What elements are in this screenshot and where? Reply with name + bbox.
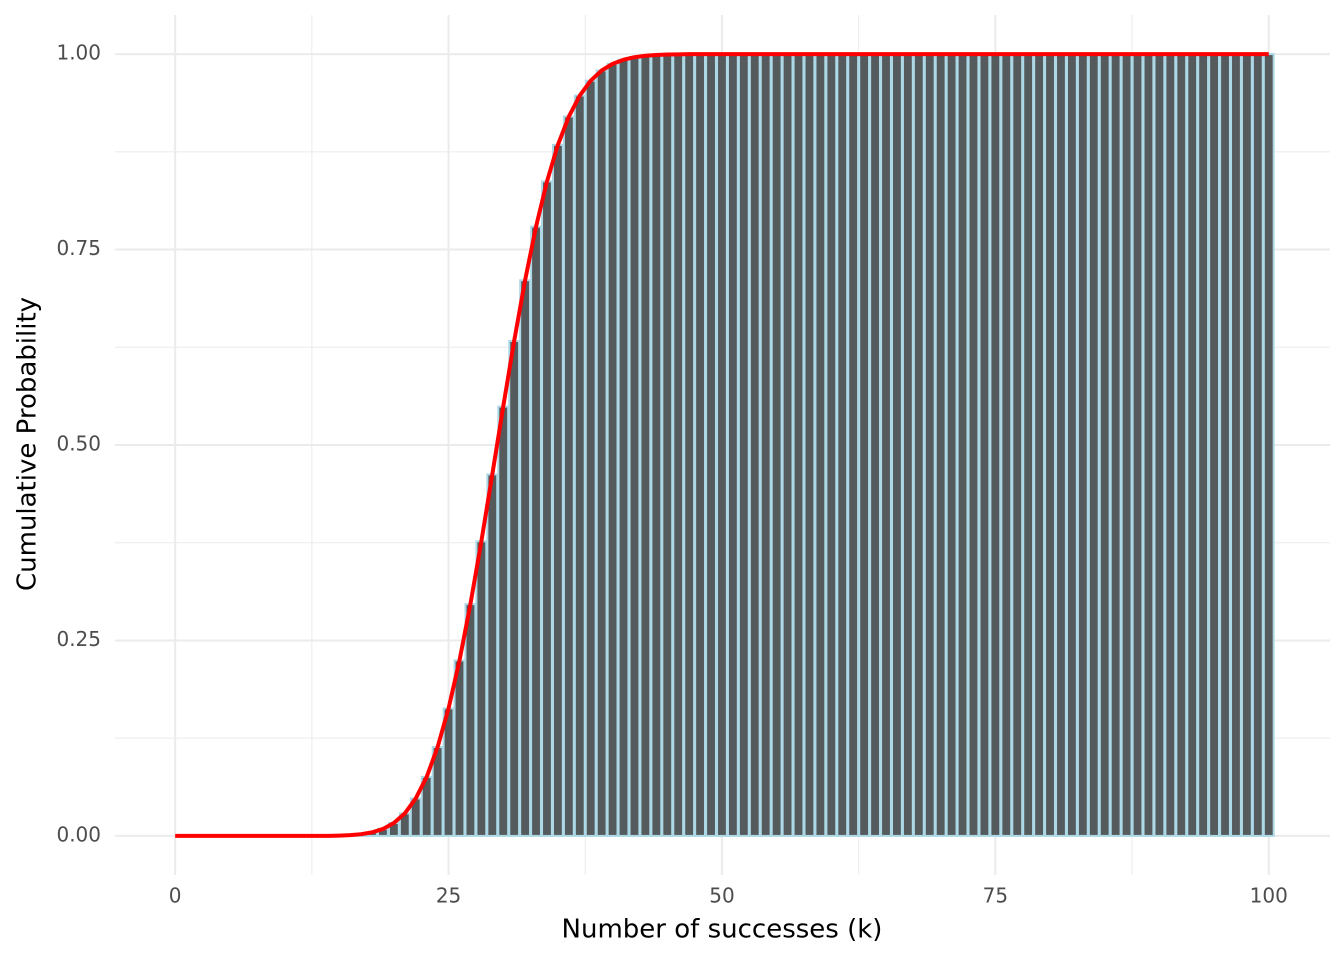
- bar: [814, 53, 827, 837]
- bar: [869, 53, 881, 837]
- bar: [1033, 53, 1046, 837]
- bar: [1240, 53, 1253, 837]
- bar: [748, 53, 761, 837]
- bar: [1230, 53, 1242, 837]
- bar: [1219, 53, 1231, 837]
- x-tick-label: 100: [1250, 884, 1288, 908]
- bar: [595, 69, 608, 837]
- bar: [781, 53, 794, 837]
- bar: [508, 339, 521, 837]
- bar: [497, 405, 510, 837]
- x-tick-label: 0: [169, 884, 182, 908]
- bar: [464, 603, 477, 837]
- bar: [836, 53, 849, 837]
- cdf-line: [175, 52, 1269, 838]
- bar: [1000, 53, 1013, 837]
- bar: [956, 53, 969, 837]
- bar: [847, 53, 860, 837]
- bar: [1208, 53, 1220, 837]
- bar: [934, 53, 947, 837]
- bar: [672, 53, 685, 837]
- bar: [1098, 53, 1111, 837]
- bar: [694, 53, 707, 837]
- bar: [705, 53, 717, 837]
- bar: [858, 53, 871, 837]
- bar: [573, 94, 586, 837]
- bar: [1109, 53, 1122, 837]
- bar: [1076, 53, 1089, 837]
- y-tick-label: 0.50: [56, 432, 101, 456]
- bar: [1197, 53, 1210, 837]
- y-tick-label: 0.75: [56, 236, 101, 260]
- bar: [1164, 53, 1177, 837]
- bar: [945, 53, 958, 837]
- bar: [606, 62, 619, 837]
- bar: [770, 53, 783, 837]
- bar: [661, 53, 674, 837]
- x-tick-label: 25: [436, 884, 461, 908]
- x-tick-label: 50: [709, 884, 734, 908]
- bar: [978, 53, 991, 837]
- bar: [1142, 53, 1155, 837]
- bar: [803, 53, 816, 837]
- y-tick-label: 0.00: [56, 822, 101, 846]
- bar: [1251, 53, 1264, 837]
- bar: [759, 53, 772, 837]
- bar: [562, 115, 575, 837]
- bar: [1011, 53, 1024, 837]
- bar: [891, 53, 903, 837]
- bar: [1153, 53, 1166, 837]
- bar: [639, 54, 652, 837]
- bar: [1044, 53, 1056, 837]
- bar: [737, 53, 750, 837]
- bar: [1022, 53, 1035, 837]
- bar: [650, 53, 663, 837]
- bar: [825, 53, 838, 837]
- bar: [1055, 53, 1067, 837]
- y-tick-label: 1.00: [56, 41, 101, 65]
- bar: [1087, 53, 1100, 837]
- bar: [880, 53, 892, 837]
- bar: [628, 56, 641, 837]
- x-tick-label: 75: [983, 884, 1008, 908]
- bar: [486, 473, 499, 837]
- y-tick-label: 0.25: [56, 627, 101, 651]
- bar: [551, 143, 564, 837]
- bar: [1131, 53, 1144, 837]
- bar: [967, 53, 980, 837]
- bar: [453, 659, 466, 837]
- bar: [901, 53, 914, 837]
- bar: [1175, 53, 1188, 837]
- y-axis-title: Cumulative Probability: [13, 297, 43, 591]
- bar: [617, 58, 630, 837]
- bar: [1186, 53, 1199, 837]
- x-axis-title: Number of successes (k): [562, 915, 883, 945]
- bar: [912, 53, 925, 837]
- bar: [989, 53, 1002, 837]
- bar: [519, 279, 532, 837]
- bar: [475, 540, 488, 837]
- bar: [726, 53, 739, 837]
- bar: [1262, 53, 1275, 837]
- bar: [683, 53, 696, 837]
- bar: [923, 53, 936, 837]
- bar: [716, 53, 728, 837]
- bar: [530, 225, 542, 837]
- bar: [584, 79, 597, 837]
- bar: [541, 180, 553, 837]
- bar: [1120, 53, 1133, 837]
- bar: [792, 53, 805, 837]
- bar: [1065, 53, 1078, 837]
